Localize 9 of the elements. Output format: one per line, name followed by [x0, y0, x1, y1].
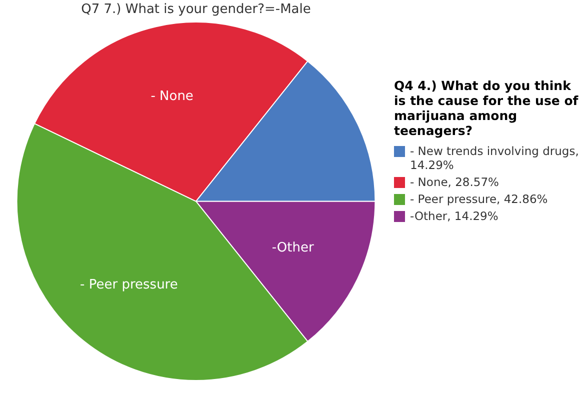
- text: - Peer pressure: [80, 278, 178, 293]
- text: -Other: [272, 240, 314, 256]
- chart-title: Q7 7.) What is your gender?=-Male: [81, 2, 311, 18]
- legend-label: -Other, 14.29%: [410, 209, 498, 223]
- legend-label: - None, 28.57%: [410, 175, 499, 189]
- legend-title: Q4 4.) What do you think is the cause for the use of marijuana among teenagers?: [394, 78, 580, 138]
- text: - None: [150, 88, 194, 104]
- legend-label: - Peer pressure, 42.86%: [410, 192, 548, 206]
- legend-label: - New trends involving drugs, 14.29%: [410, 144, 579, 172]
